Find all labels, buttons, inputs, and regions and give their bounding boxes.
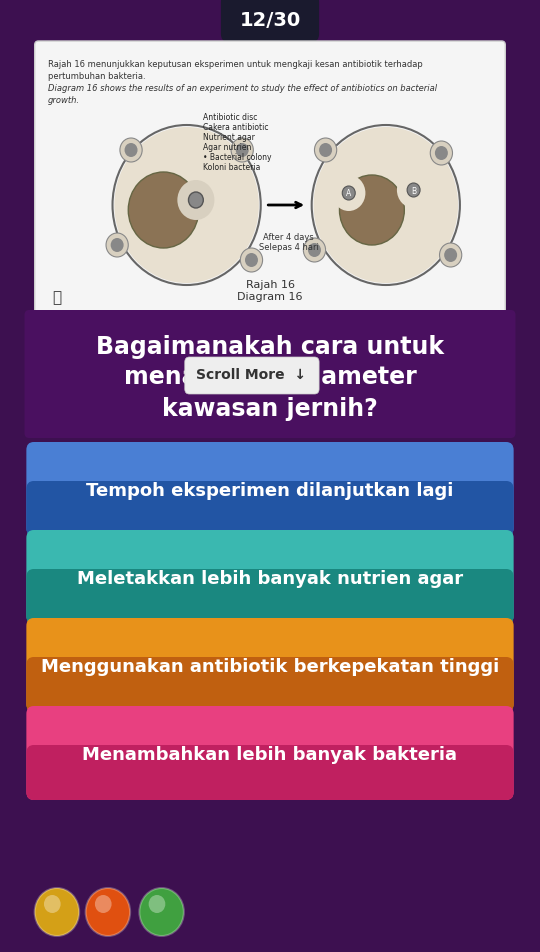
Circle shape: [35, 888, 79, 936]
Text: Rajah 16 menunjukkan keputusan eksperimen untuk mengkaji kesan antibiotik terhad: Rajah 16 menunjukkan keputusan eksperime…: [48, 60, 422, 69]
Text: kawasan jernih?: kawasan jernih?: [162, 397, 378, 421]
Circle shape: [95, 895, 112, 913]
Circle shape: [340, 175, 404, 245]
Circle shape: [44, 895, 60, 913]
Text: Meletakkan lebih banyak nutrien agar: Meletakkan lebih banyak nutrien agar: [77, 570, 463, 588]
Circle shape: [177, 180, 214, 220]
Text: • Bacterial colony: • Bacterial colony: [203, 153, 272, 162]
FancyBboxPatch shape: [31, 448, 512, 536]
Circle shape: [308, 243, 321, 257]
Circle shape: [106, 233, 129, 257]
Circle shape: [231, 138, 253, 162]
FancyBboxPatch shape: [26, 442, 514, 536]
Text: menam            ameter: menam ameter: [124, 365, 416, 389]
Text: Selepas 4 hari: Selepas 4 hari: [259, 243, 319, 252]
Circle shape: [148, 895, 165, 913]
Text: Bagaimanakah cara untuk: Bagaimanakah cara untuk: [96, 335, 444, 359]
FancyBboxPatch shape: [35, 41, 505, 314]
Text: Menambahkan lebih banyak bakteria: Menambahkan lebih banyak bakteria: [83, 746, 457, 764]
FancyBboxPatch shape: [185, 357, 319, 394]
FancyBboxPatch shape: [20, 872, 520, 952]
Text: Diagram 16: Diagram 16: [237, 292, 303, 302]
Text: Tempoh eksperimen dilanjutkan lagi: Tempoh eksperimen dilanjutkan lagi: [86, 482, 454, 500]
FancyBboxPatch shape: [26, 530, 514, 624]
Circle shape: [440, 243, 462, 267]
Text: Diagram 16 shows the results of an experiment to study the effect of antibiotics: Diagram 16 shows the results of an exper…: [48, 84, 437, 93]
Circle shape: [332, 175, 366, 211]
FancyBboxPatch shape: [24, 310, 516, 438]
Text: 12/30: 12/30: [239, 10, 301, 30]
Circle shape: [139, 888, 184, 936]
Circle shape: [342, 186, 355, 200]
Circle shape: [240, 248, 262, 272]
Circle shape: [236, 143, 249, 157]
Text: Koloni bacteria: Koloni bacteria: [203, 163, 261, 172]
Circle shape: [397, 172, 430, 208]
Circle shape: [245, 253, 258, 267]
Text: Menggunakan antibiotik berkepekatan tinggi: Menggunakan antibiotik berkepekatan ting…: [41, 658, 499, 676]
FancyBboxPatch shape: [31, 536, 512, 624]
Circle shape: [303, 238, 326, 262]
Circle shape: [129, 172, 199, 248]
Text: B: B: [411, 187, 416, 195]
Circle shape: [125, 143, 138, 157]
Text: Cakera antibiotic: Cakera antibiotic: [203, 123, 269, 132]
Circle shape: [407, 183, 420, 197]
Circle shape: [120, 138, 142, 162]
Text: Scroll More  ↓: Scroll More ↓: [197, 368, 307, 382]
Text: Agar nutrien: Agar nutrien: [203, 143, 252, 152]
Circle shape: [188, 192, 203, 208]
FancyBboxPatch shape: [26, 569, 514, 624]
Circle shape: [319, 143, 332, 157]
Circle shape: [435, 146, 448, 160]
Circle shape: [114, 127, 259, 283]
Text: growth.: growth.: [48, 96, 80, 105]
FancyBboxPatch shape: [26, 706, 514, 800]
FancyBboxPatch shape: [26, 481, 514, 536]
FancyBboxPatch shape: [221, 0, 319, 42]
FancyBboxPatch shape: [26, 618, 514, 712]
Text: A: A: [346, 189, 352, 199]
Text: After 4 days: After 4 days: [263, 233, 314, 242]
Circle shape: [86, 888, 130, 936]
Circle shape: [444, 248, 457, 262]
Text: pertumbuhan bakteria.: pertumbuhan bakteria.: [48, 72, 145, 81]
Text: Antibiotic disc: Antibiotic disc: [203, 113, 258, 122]
Circle shape: [111, 238, 124, 252]
Circle shape: [430, 141, 453, 165]
Text: Rajah 16: Rajah 16: [246, 280, 294, 290]
Text: Nutrient agar: Nutrient agar: [203, 133, 255, 142]
FancyBboxPatch shape: [26, 657, 514, 712]
FancyBboxPatch shape: [31, 712, 512, 800]
Text: 🔍: 🔍: [52, 290, 62, 306]
FancyBboxPatch shape: [31, 624, 512, 712]
FancyBboxPatch shape: [20, 0, 520, 952]
Circle shape: [314, 138, 337, 162]
Circle shape: [314, 127, 458, 283]
FancyBboxPatch shape: [26, 745, 514, 800]
